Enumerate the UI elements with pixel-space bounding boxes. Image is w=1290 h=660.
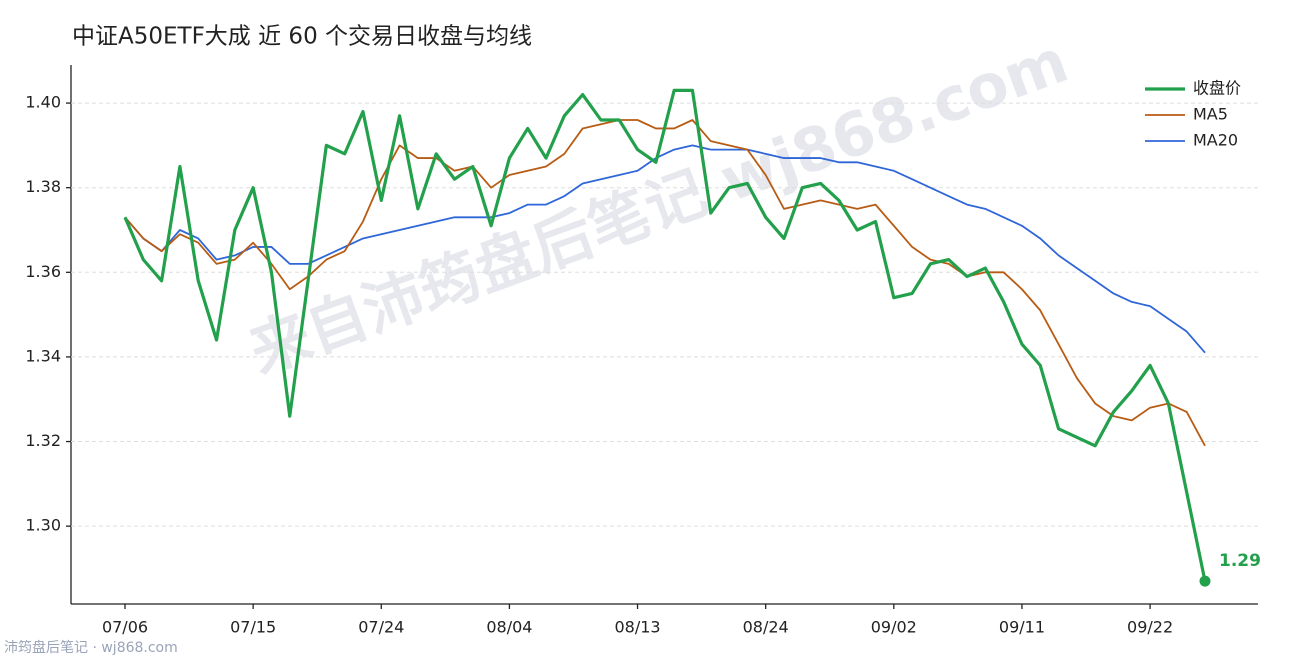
x-tick-label: 07/15	[230, 618, 276, 637]
x-tick-label: 08/24	[743, 618, 789, 637]
legend-label: MA20	[1193, 131, 1238, 150]
legend-label: MA5	[1193, 105, 1228, 124]
x-tick-label: 09/02	[871, 618, 917, 637]
y-tick-label: 1.40	[25, 93, 61, 112]
x-tick-label: 09/11	[999, 618, 1045, 637]
y-tick-label: 1.34	[25, 346, 61, 365]
y-tick-label: 1.38	[25, 177, 61, 196]
y-tick-label: 1.32	[25, 431, 61, 450]
chart-title: 中证A50ETF大成 近 60 个交易日收盘与均线	[72, 24, 532, 50]
y-tick-label: 1.30	[25, 516, 61, 535]
legend-label: 收盘价	[1193, 79, 1241, 98]
x-tick-label: 07/06	[102, 618, 148, 637]
x-tick-label: 08/04	[486, 618, 532, 637]
value-label: 1.29	[1219, 551, 1261, 571]
watermark: 来自沛筠盘后笔记 wj868.com	[241, 26, 1077, 387]
x-tick-label: 08/13	[614, 618, 660, 637]
line-series	[123, 88, 1207, 582]
x-tick-label: 09/22	[1127, 618, 1173, 637]
y-tick-label: 1.36	[25, 262, 61, 281]
footer: 沛筠盘后笔记 · wj868.com	[4, 639, 178, 656]
end-marker	[1199, 575, 1211, 587]
x-tick-label: 07/24	[358, 618, 404, 637]
line-series	[124, 144, 1206, 354]
